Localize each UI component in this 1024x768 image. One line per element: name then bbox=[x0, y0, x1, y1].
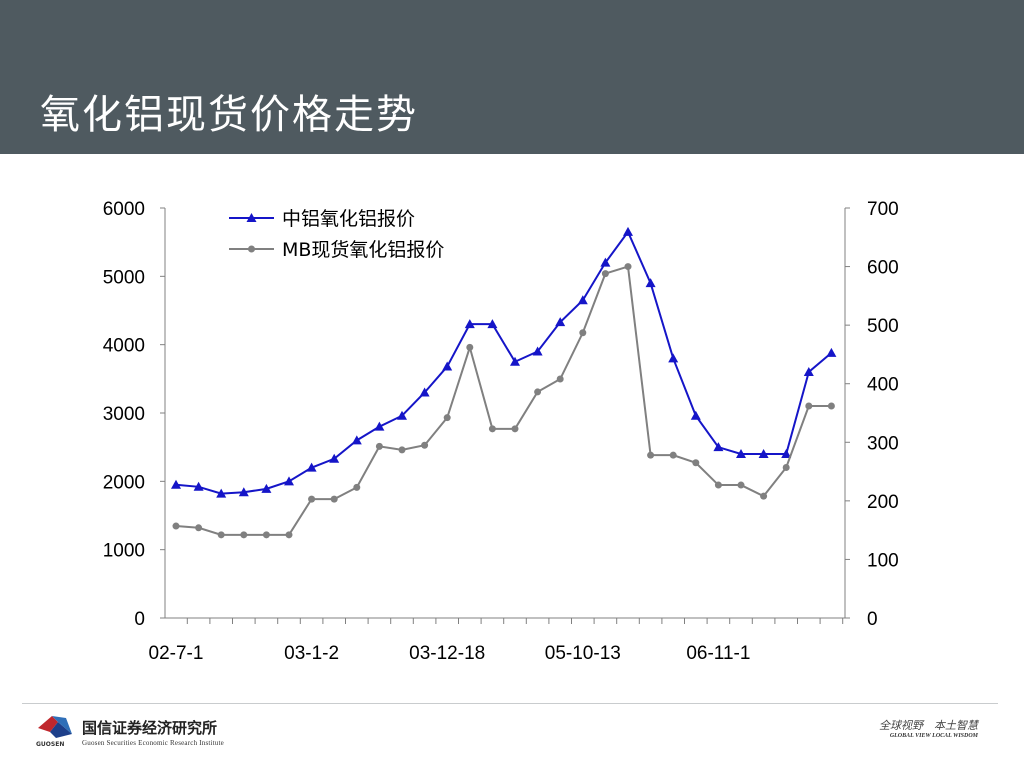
series-point-1 bbox=[261, 483, 272, 493]
y-left-tick-label: 0 bbox=[134, 609, 145, 630]
series-point-2 bbox=[805, 402, 813, 410]
company-name-cn: 国信证券经济研究所 bbox=[82, 719, 218, 737]
series-point-1 bbox=[171, 479, 181, 489]
series-point-2 bbox=[827, 402, 835, 410]
series-point-1 bbox=[826, 347, 837, 357]
series-point-1 bbox=[510, 356, 520, 366]
series-point-2 bbox=[624, 263, 632, 271]
series-point-2 bbox=[782, 463, 790, 471]
series-point-2 bbox=[737, 481, 745, 489]
y-left-tick-label: 4000 bbox=[103, 336, 145, 357]
x-tick-label: 03-1-2 bbox=[284, 643, 339, 664]
guosen-logo-icon bbox=[38, 716, 72, 738]
series-point-1 bbox=[803, 367, 814, 376]
y-left-tick-label: 3000 bbox=[103, 404, 145, 425]
series-point-1 bbox=[284, 476, 294, 486]
company-name-en: Guosen Securities Economic Research Inst… bbox=[82, 739, 224, 747]
footer-divider bbox=[22, 703, 998, 704]
series-point-1 bbox=[329, 453, 340, 463]
series-point-2 bbox=[534, 388, 542, 396]
series-point-1 bbox=[645, 278, 656, 288]
y-right-tick-label: 200 bbox=[867, 492, 899, 513]
series-point-1 bbox=[736, 449, 746, 458]
x-tick-label: 05-10-13 bbox=[545, 643, 621, 664]
series-point-2 bbox=[285, 531, 293, 539]
series-point-1 bbox=[623, 226, 633, 236]
series-point-2 bbox=[262, 531, 270, 539]
x-tick-label: 02-7-1 bbox=[149, 643, 204, 664]
series-point-2 bbox=[692, 459, 700, 467]
series-point-2 bbox=[647, 451, 655, 459]
series-point-2 bbox=[488, 425, 496, 433]
series-point-2 bbox=[240, 531, 248, 539]
series-point-1 bbox=[668, 353, 679, 363]
series-point-1 bbox=[758, 449, 769, 458]
series-point-2 bbox=[172, 522, 180, 530]
series-point-2 bbox=[375, 442, 383, 450]
series-point-2 bbox=[579, 329, 587, 337]
series-point-2 bbox=[511, 425, 519, 433]
series-point-1 bbox=[238, 487, 249, 497]
x-tick-label: 03-12-18 bbox=[409, 643, 485, 664]
series-line-2 bbox=[175, 265, 832, 536]
series-point-1 bbox=[351, 435, 362, 445]
series-point-2 bbox=[217, 531, 225, 539]
y-left-tick-label: 6000 bbox=[103, 199, 145, 220]
legend-label-1: 中铝氧化铝报价 bbox=[282, 208, 415, 230]
legend-marker-1 bbox=[246, 213, 257, 222]
y-right-tick-label: 100 bbox=[867, 550, 899, 571]
price-trend-chart: 0 1000 2000 3000 4000 5000 6000 0 100 200 300 400 50… bbox=[103, 199, 899, 664]
series-point-1 bbox=[532, 346, 543, 356]
x-tick-label: 06-11-1 bbox=[686, 643, 750, 664]
series-point-2 bbox=[466, 343, 474, 351]
y-right-tick-label: 600 bbox=[867, 258, 899, 279]
slogan-cn: 全球视野 本土智慧 bbox=[879, 719, 978, 732]
slogan-en: GLOBAL VIEW LOCAL WISDOM bbox=[889, 733, 978, 739]
series-point-1 bbox=[713, 442, 724, 452]
series-point-2 bbox=[714, 481, 722, 489]
y-left-tick-label: 2000 bbox=[103, 472, 145, 493]
series-point-2 bbox=[308, 495, 316, 503]
series-point-2 bbox=[601, 270, 609, 278]
series-point-1 bbox=[442, 361, 453, 371]
series-point-1 bbox=[306, 462, 317, 472]
y-left-tick-label: 5000 bbox=[103, 267, 145, 288]
series-point-1 bbox=[600, 257, 611, 267]
series-point-1 bbox=[193, 481, 204, 491]
series-point-2 bbox=[760, 492, 768, 500]
series-line-1 bbox=[175, 229, 833, 495]
slide-title: 氧化铝现货价格走势 bbox=[40, 92, 418, 138]
series-point-1 bbox=[781, 449, 792, 458]
series-point-1 bbox=[690, 410, 701, 420]
series-point-1 bbox=[487, 319, 498, 329]
series-point-1 bbox=[419, 387, 430, 397]
header-band bbox=[0, 0, 1024, 154]
y-left-tick-label: 1000 bbox=[103, 541, 145, 562]
series-point-2 bbox=[195, 524, 203, 532]
series-point-1 bbox=[216, 488, 227, 498]
series-point-1 bbox=[464, 319, 475, 329]
y-right-tick-label: 500 bbox=[867, 316, 899, 337]
series-point-2 bbox=[398, 446, 406, 454]
series-point-2 bbox=[556, 375, 564, 383]
legend-marker-2 bbox=[248, 245, 255, 253]
y-right-tick-label: 0 bbox=[867, 609, 878, 630]
y-right-tick-label: 300 bbox=[867, 433, 899, 454]
series-point-2 bbox=[353, 483, 361, 491]
series-point-2 bbox=[443, 414, 451, 422]
series-point-1 bbox=[577, 295, 588, 305]
y-right-tick-label: 400 bbox=[867, 375, 899, 396]
series-point-1 bbox=[374, 421, 385, 431]
legend-label-2: MB现货氧化铝报价 bbox=[282, 239, 444, 261]
y-right-tick-label: 700 bbox=[867, 199, 899, 220]
series-point-1 bbox=[555, 317, 566, 327]
series-point-1 bbox=[397, 410, 407, 420]
series-point-2 bbox=[421, 441, 429, 449]
logo-text: GUOSEN bbox=[36, 741, 65, 748]
series-point-2 bbox=[330, 495, 338, 503]
series-point-2 bbox=[669, 451, 677, 459]
